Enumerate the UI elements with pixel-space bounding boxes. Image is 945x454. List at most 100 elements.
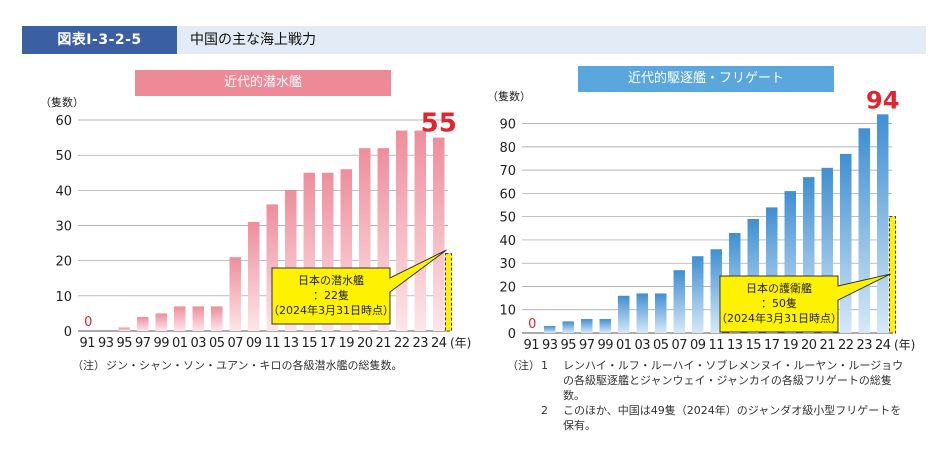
destroyer-bar-07 [673,270,685,333]
submarine-chart-note: （注） ジン・シャン・ソン・ユアン・キロの各級潜水艦の総隻数。 [72,358,472,373]
submarine-bar-17 [322,172,334,331]
destroyer-x-tick-label: 22 [838,338,854,353]
submarine-bar-15 [303,172,315,331]
note-number: 1 [541,359,548,372]
submarine-y-tick-label: 0 [64,325,72,340]
destroyer-bar-19 [784,191,796,333]
submarine-x-tick-label: 99 [153,336,169,351]
destroyer-x-tick-label: 21 [819,338,835,353]
submarine-y-tick-label: 20 [55,255,72,270]
destroyer-latest-value-label: 94 [866,86,899,114]
submarine-callout-box [271,249,447,325]
submarine-bar-21 [377,148,389,331]
destroyer-bar-03 [636,293,648,333]
destroyer-x-tick-label: 07 [671,338,687,353]
submarine-x-tick-label: 95 [116,336,132,351]
submarine-y-tick-label: 50 [55,149,72,164]
destroyer-callout-box [719,273,891,333]
destroyer-y-tick-label: 50 [499,211,516,226]
submarine-x-tick-label: 22 [394,336,410,351]
figure-title: 中国の主な海上戦力 [190,32,316,48]
destroyer-bar-93 [544,326,556,333]
destroyer-y-tick-label: 60 [499,187,516,202]
submarine-x-tick-label: 13 [283,336,299,351]
submarine-x-tick-label: 21 [375,336,391,351]
figure-label: 図表Ⅰ-3-2-5 [22,26,177,54]
destroyer-japan-bar [888,216,897,334]
submarine-x-tick-label: 05 [209,336,225,351]
destroyer-x-tick-label: 03 [634,338,650,353]
destroyer-bar-97 [581,319,593,333]
destroyer-bar-99 [599,319,611,333]
destroyer-x-tick-label: 09 [690,338,706,353]
submarine-bar-03 [192,306,204,331]
submarine-bar-01 [174,306,186,331]
destroyer-y-tick-label: 80 [499,141,516,156]
submarine-y-axis-label: （隻数） [40,95,84,109]
destroyer-chart-title: 近代的駆逐艦・フリゲート [578,66,834,92]
submarine-x-tick-label: 01 [172,336,188,351]
submarine-chart-title: 近代的潜水艦 [135,70,391,96]
submarine-x-tick-label: 20 [357,336,373,351]
destroyer-x-tick-label: 13 [727,338,743,353]
submarine-x-tick-label: 09 [246,336,262,351]
destroyer-y-tick-label: 40 [499,234,516,249]
submarine-y-tick-label: 40 [55,184,72,199]
submarine-x-tick-label: 15 [301,336,317,351]
submarine-bar-23 [414,130,426,331]
destroyer-bar-24 [877,114,889,333]
submarine-bar-22 [396,130,408,331]
destroyer-x-tick-label: 01 [616,338,632,353]
destroyer-x-tick-label: 23 [856,338,872,353]
destroyer-start-value-label: 0 [528,317,536,332]
destroyer-x-tick-label: 19 [782,338,798,353]
submarine-x-tick-label: 24 [431,336,447,351]
submarine-bar-99 [155,313,167,331]
submarine-x-axis-label: (年) [450,336,471,350]
submarine-x-tick-label: 17 [320,336,336,351]
note-number: 2 [541,404,548,417]
destroyer-callout-text: （2024年3月31日時点） [716,311,842,325]
submarine-callout-text: 日本の潜水艦 [298,273,364,287]
submarine-x-tick-label: 11 [264,336,280,351]
submarine-bar-24 [433,137,445,331]
destroyer-x-tick-label: 24 [875,338,891,353]
submarine-y-tick-label: 60 [55,114,72,129]
destroyer-x-tick-label: 91 [523,338,539,353]
destroyer-x-tick-label: 95 [560,338,576,353]
destroyer-x-tick-label: 20 [801,338,817,353]
submarine-y-tick-label: 30 [55,220,72,235]
destroyer-callout-text: ：50隻 [761,296,797,310]
destroyer-x-tick-label: 17 [764,338,780,353]
note-text: レンハイ・ルフ・ルーハイ・ソブレメンヌイ・ルーヤン・ルージョウの各級駆逐艦とジャ… [563,359,904,402]
destroyer-bar-09 [692,256,704,333]
submarine-bar-95 [118,327,130,331]
destroyer-y-tick-label: 30 [499,257,516,272]
destroyer-x-tick-label: 99 [597,338,613,353]
destroyer-y-tick-label: 70 [499,164,516,179]
submarine-bar-05 [211,306,223,331]
destroyer-y-tick-label: 10 [499,304,516,319]
submarine-bar-20 [359,148,371,331]
submarine-x-tick-label: 07 [227,336,243,351]
submarine-x-tick-label: 91 [79,336,95,351]
destroyer-callout-text: 日本の護衛艦 [746,281,812,295]
submarine-x-tick-label: 23 [412,336,428,351]
submarine-bar-13 [285,190,297,331]
submarine-bar-19 [340,169,352,331]
destroyer-x-axis-label: (年) [894,338,915,352]
submarine-x-tick-label: 19 [338,336,354,351]
submarine-latest-value-label: 55 [421,109,457,139]
submarine-callout-text: ：22隻 [313,288,349,302]
submarine-bar-97 [137,316,149,331]
submarine-y-tick-label: 10 [55,290,72,305]
destroyer-x-tick-label: 93 [542,338,558,353]
note-text: ジン・シャン・ソン・ユアン・キロの各級潜水艦の総隻数。 [106,359,403,372]
submarine-x-tick-label: 97 [135,336,151,351]
destroyer-bar-01 [618,295,630,333]
destroyer-y-tick-label: 90 [499,118,516,133]
submarine-callout-text: （2024年3月31日時点） [268,303,394,317]
destroyer-bar-23 [858,128,870,333]
destroyer-chart-note: （注） 1 レンハイ・ルフ・ルーハイ・ソブレメンヌイ・ルーヤン・ルージョウの各級… [507,358,907,433]
